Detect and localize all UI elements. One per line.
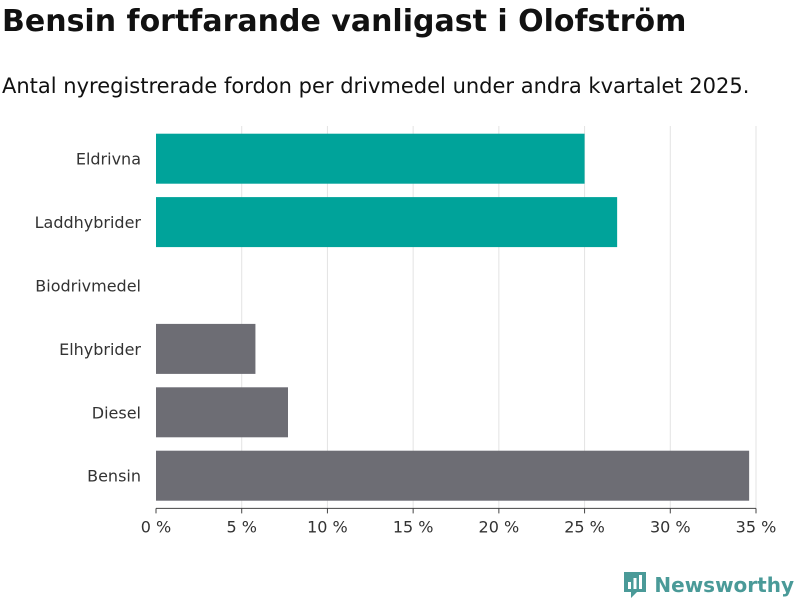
x-tick-label: 30 % (650, 517, 691, 536)
newsworthy-logo: Newsworthy (622, 570, 794, 600)
chart-subtitle: Antal nyregistrerade fordon per drivmede… (2, 74, 750, 98)
bar (156, 133, 585, 184)
bar (156, 197, 618, 248)
bar (156, 450, 750, 501)
category-labels: Eldrivna Laddhybrider Biodrivmedel Elhybrid… (35, 150, 142, 486)
category-label: Diesel (92, 403, 141, 422)
newsworthy-logo-icon (624, 572, 647, 598)
chart-title: Bensin fortfarande vanligast i Olofström (2, 4, 687, 39)
category-label: Elhybrider (59, 340, 141, 359)
bars (156, 133, 750, 501)
x-tick-label: 5 % (226, 517, 256, 536)
grid-lines (241, 126, 757, 509)
category-label: Bensin (87, 467, 141, 486)
x-axis: 0 % 5 % 10 % 15 % 20 % 25 % 30 % 35 % (141, 507, 777, 536)
x-tick-label: 0 % (141, 517, 171, 536)
bar (156, 387, 288, 438)
bar (156, 323, 256, 374)
x-tick-label: 20 % (479, 517, 520, 536)
x-tick-label: 10 % (307, 517, 348, 536)
brand-name: Newsworthy (654, 573, 794, 597)
x-tick-label: 15 % (393, 517, 434, 536)
x-tick-label: 25 % (564, 517, 605, 536)
category-label: Eldrivna (76, 150, 141, 169)
category-label: Biodrivmedel (35, 277, 141, 296)
x-tick-label: 35 % (736, 517, 777, 536)
category-label: Laddhybrider (35, 213, 142, 232)
